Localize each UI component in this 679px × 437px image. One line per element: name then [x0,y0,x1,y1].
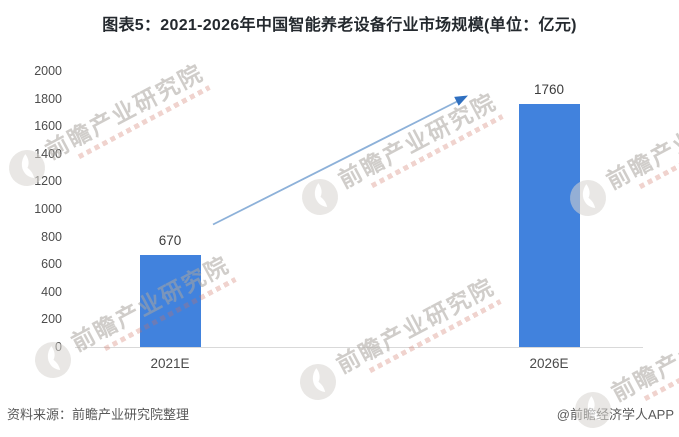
brand-credit: @前瞻经济学人APP [556,407,674,422]
y-tick-label: 600 [41,257,62,272]
chart-title: 图表5：2021-2026年中国智能养老设备行业市场规模(单位：亿元) [102,17,577,34]
y-tick-label: 200 [41,312,62,327]
y-tick-label: 1800 [34,91,62,106]
bar-2026e [518,104,580,347]
y-tick-label: 1400 [34,146,62,161]
y-tick-label: 800 [41,229,62,244]
y-tick-label: 1600 [34,119,62,134]
y-tick-label: 400 [41,284,62,299]
y-tick-label: 2000 [34,64,62,78]
bar-value-label: 1760 [533,82,565,98]
x-axis-label: 2026E [529,356,569,371]
y-tick-label: 1000 [34,202,62,216]
y-tick-label: 1200 [34,174,62,189]
bar-value-label: 670 [158,232,182,248]
y-tick-label: 0 [55,340,62,354]
source-note: 资料来源：前瞻产业研究院整理 [7,407,190,422]
bar-2021e [139,254,201,347]
x-axis-line [75,347,643,348]
x-axis-label: 2021E [150,356,190,371]
